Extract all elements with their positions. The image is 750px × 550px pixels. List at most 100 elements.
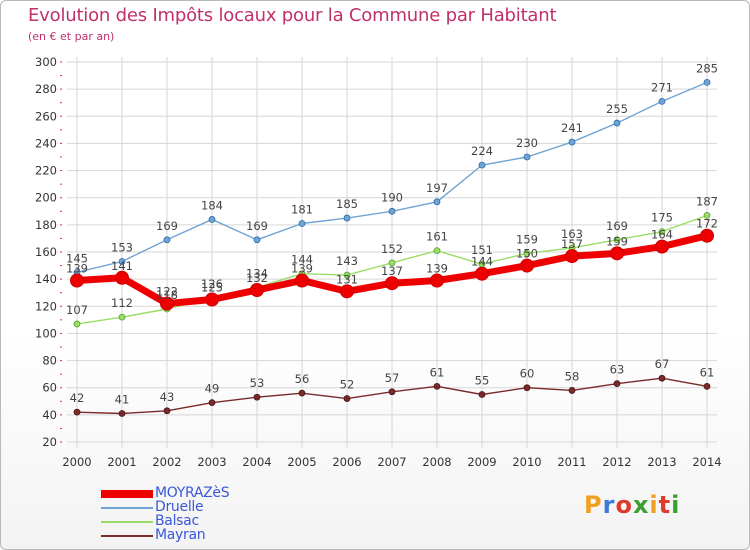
legend-label-moyrazes: MOYRAZèS bbox=[155, 485, 230, 501]
data-label: 43 bbox=[160, 390, 175, 404]
data-label: 60 bbox=[520, 367, 535, 381]
data-point bbox=[163, 236, 171, 244]
data-label: 164 bbox=[651, 228, 673, 242]
data-point bbox=[118, 258, 126, 265]
data-label: 184 bbox=[201, 198, 223, 212]
data-point bbox=[250, 283, 264, 297]
data-label: 144 bbox=[291, 253, 313, 267]
data-label: 190 bbox=[381, 190, 403, 204]
data-label: 56 bbox=[295, 372, 310, 386]
logo-letter: o bbox=[615, 491, 633, 519]
y-tick-label: 200 bbox=[35, 191, 57, 205]
y-tick-label: 260 bbox=[35, 109, 57, 123]
data-label: 137 bbox=[381, 264, 403, 278]
y-tick-label: 300 bbox=[35, 55, 57, 69]
data-point bbox=[478, 391, 486, 398]
data-label: 181 bbox=[291, 203, 313, 217]
data-label: 126 bbox=[201, 277, 223, 291]
y-tick-label: 280 bbox=[35, 82, 57, 96]
y-tick-label: 180 bbox=[35, 218, 57, 232]
y-axis: 20 40 60 80 100 120 140 160 180 200 220 240 260 280 30… bbox=[35, 55, 62, 449]
data-point bbox=[658, 228, 666, 236]
data-point bbox=[568, 138, 576, 146]
data-point bbox=[433, 382, 441, 390]
legend-swatch-balsac bbox=[101, 521, 153, 523]
data-label: 134 bbox=[246, 266, 268, 280]
data-point bbox=[433, 247, 441, 255]
data-point bbox=[613, 380, 621, 388]
proxiti-logo: Proxiti bbox=[584, 491, 680, 519]
data-label: 161 bbox=[426, 230, 448, 244]
data-label: 63 bbox=[610, 363, 625, 377]
data-label: 169 bbox=[246, 219, 268, 233]
y-tick-label: 40 bbox=[42, 408, 57, 422]
data-label: 58 bbox=[565, 369, 580, 383]
x-tick-label: 2007 bbox=[377, 455, 406, 469]
x-tick-label: 2004 bbox=[242, 455, 271, 469]
data-label: 139 bbox=[426, 262, 448, 276]
data-label: 163 bbox=[561, 227, 583, 241]
data-label: 224 bbox=[471, 144, 493, 158]
data-point bbox=[613, 236, 621, 244]
data-label: 107 bbox=[66, 303, 88, 317]
data-label: 41 bbox=[115, 393, 130, 407]
data-point bbox=[388, 207, 396, 215]
y-tick-label: 80 bbox=[42, 354, 57, 368]
logo-letter: r bbox=[602, 491, 616, 519]
data-point bbox=[478, 161, 486, 169]
data-label: 145 bbox=[66, 251, 88, 265]
logo-letter: x bbox=[632, 491, 650, 519]
y-tick-label: 220 bbox=[35, 164, 57, 178]
data-label: 139 bbox=[291, 262, 313, 276]
data-label: 150 bbox=[516, 247, 538, 261]
data-label: 157 bbox=[561, 237, 583, 251]
data-label: 153 bbox=[111, 241, 133, 255]
data-point bbox=[73, 320, 81, 328]
data-point bbox=[703, 78, 711, 86]
x-axis: 2000 2001 2002 2003 2004 2005 2006 2007 2008 2009… bbox=[62, 455, 721, 469]
data-label: 271 bbox=[651, 80, 673, 94]
data-point bbox=[115, 270, 129, 285]
chart-title: Evolution des Impôts locaux pour la Comm… bbox=[28, 5, 557, 26]
data-point bbox=[295, 273, 309, 288]
logo-letter: t bbox=[658, 491, 672, 519]
data-point bbox=[520, 258, 534, 273]
data-label: 118 bbox=[156, 288, 178, 302]
data-label: 55 bbox=[475, 374, 490, 388]
data-label: 172 bbox=[696, 217, 718, 231]
logo-letter: i bbox=[649, 491, 659, 519]
data-point bbox=[475, 266, 489, 281]
data-label: 61 bbox=[430, 365, 445, 379]
y-tick-label: 160 bbox=[35, 245, 57, 259]
y-tick-label: 60 bbox=[42, 381, 57, 395]
data-label: 144 bbox=[471, 255, 493, 269]
legend-label-mayran: Mayran bbox=[155, 527, 206, 543]
legend-swatch-moyrazes bbox=[101, 490, 153, 498]
data-label: 159 bbox=[606, 234, 628, 248]
data-label: 52 bbox=[340, 378, 355, 392]
x-tick-label: 2006 bbox=[332, 455, 361, 469]
x-tick-label: 2008 bbox=[422, 455, 451, 469]
x-tick-label: 2000 bbox=[62, 455, 91, 469]
data-point bbox=[700, 228, 714, 243]
data-point bbox=[73, 408, 81, 416]
data-label: 112 bbox=[111, 296, 133, 310]
data-label: 255 bbox=[606, 102, 628, 116]
data-point bbox=[565, 249, 579, 264]
data-label: 185 bbox=[336, 197, 358, 211]
data-point bbox=[658, 374, 666, 382]
x-tick-label: 2001 bbox=[107, 455, 136, 469]
data-label: 141 bbox=[111, 259, 133, 273]
data-point bbox=[343, 271, 351, 279]
data-point bbox=[340, 284, 354, 299]
data-label: 61 bbox=[700, 365, 715, 379]
y-tick-label: 20 bbox=[42, 435, 57, 449]
x-tick-label: 2009 bbox=[467, 455, 496, 469]
legend-swatch-druelle bbox=[101, 507, 153, 509]
x-tick-label: 2011 bbox=[557, 455, 586, 469]
data-label: 151 bbox=[471, 243, 493, 257]
data-point bbox=[610, 246, 624, 261]
y-tick-label: 120 bbox=[35, 299, 57, 313]
